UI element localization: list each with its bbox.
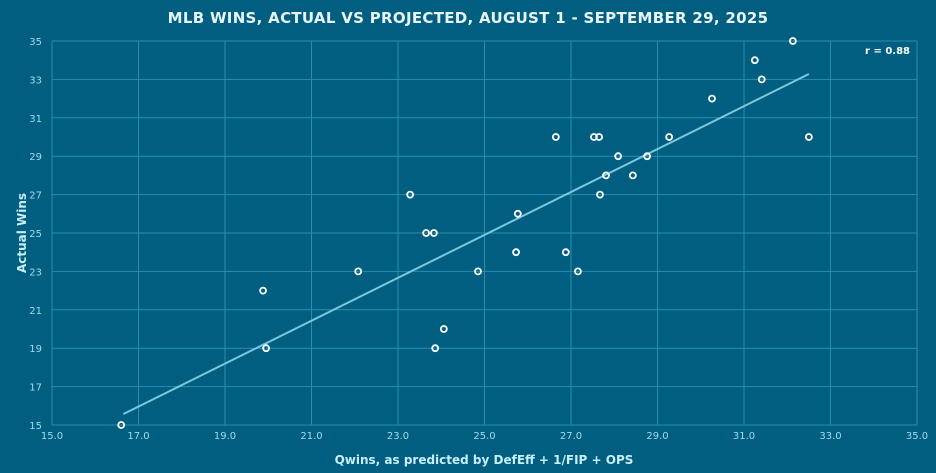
- data-point: [614, 152, 623, 161]
- trendline: [122, 73, 810, 415]
- y-tick-label: 21: [29, 306, 42, 317]
- data-point: [551, 133, 560, 141]
- data-point: [354, 267, 363, 276]
- x-tick-label: 19.0: [214, 431, 236, 442]
- data-point: [643, 152, 652, 161]
- data-point: [708, 94, 716, 103]
- data-points: [117, 37, 813, 429]
- data-point: [602, 171, 610, 180]
- y-tick-label: 23: [29, 267, 42, 278]
- data-point: [596, 190, 604, 199]
- y-tick-label: 33: [29, 75, 42, 86]
- x-tick-label: 33.0: [819, 431, 841, 442]
- y-tick-label: 29: [29, 152, 42, 163]
- correlation-annotation: r = 0.88: [865, 46, 910, 57]
- x-axis-label: Qwins, as predicted by DefEff + 1/FIP + …: [335, 453, 634, 467]
- data-point: [750, 56, 759, 65]
- x-tick-label: 25.0: [473, 431, 495, 442]
- chart-title: MLB WINS, ACTUAL VS PROJECTED, AUGUST 1 …: [167, 9, 769, 27]
- y-tick-label: 19: [29, 344, 42, 355]
- data-point: [117, 421, 126, 429]
- y-tick-label: 31: [29, 114, 42, 125]
- x-tick-label: 21.0: [300, 431, 322, 442]
- x-tick-label: 35.0: [906, 431, 928, 442]
- data-point: [439, 325, 448, 333]
- y-tick-labels: 15 17 19 21 23 25 27 29 31 33 35: [29, 37, 42, 432]
- x-tick-label: 27.0: [560, 431, 582, 442]
- data-point: [804, 133, 813, 141]
- y-tick-label: 25: [29, 229, 42, 240]
- data-point: [595, 133, 604, 141]
- data-point: [474, 267, 482, 276]
- data-point: [757, 75, 766, 84]
- x-tick-label: 15.0: [41, 431, 63, 442]
- data-point: [574, 267, 582, 276]
- data-point: [665, 133, 674, 141]
- y-tick-label: 27: [29, 191, 42, 202]
- data-point: [788, 37, 797, 45]
- y-axis-label: Actual Wins: [15, 193, 29, 273]
- data-point: [628, 171, 637, 180]
- data-point: [422, 229, 431, 237]
- x-tick-label: 17.0: [127, 431, 149, 442]
- y-tick-label: 17: [29, 383, 42, 394]
- data-point: [431, 344, 440, 353]
- y-tick-label: 35: [29, 37, 42, 48]
- data-point: [561, 248, 570, 257]
- data-point: [513, 209, 522, 218]
- x-tick-label: 23.0: [387, 431, 409, 442]
- x-tick-label: 29.0: [646, 431, 668, 442]
- data-point: [512, 248, 520, 257]
- grid: [51, 40, 918, 426]
- data-point: [406, 190, 415, 199]
- x-tick-labels: 15.0 17.0 19.0 21.0 23.0 25.0 27.0 29.0 31.0 33.0…: [41, 431, 928, 442]
- data-point: [259, 286, 267, 295]
- data-point: [429, 229, 438, 237]
- x-tick-label: 31.0: [733, 431, 755, 442]
- y-tick-label: 15: [29, 421, 42, 432]
- data-point: [262, 344, 270, 353]
